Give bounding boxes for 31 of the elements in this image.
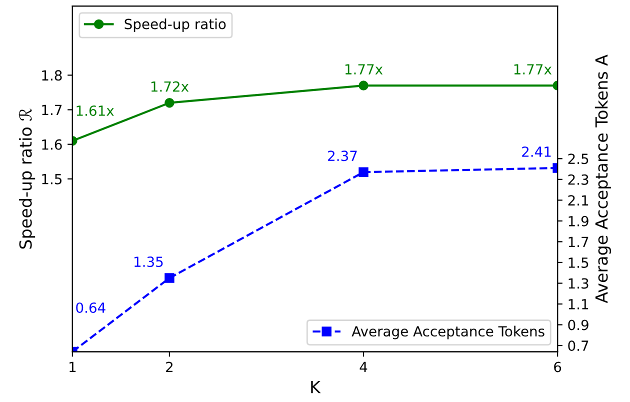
data-label: 1.72x: [151, 81, 189, 92]
y-tick-label: 1.5: [42, 174, 62, 184]
y-tick-label: 1.6: [42, 139, 62, 150]
y2-tick-label: 0.9: [568, 320, 588, 330]
x-tick-label: 1: [70, 362, 76, 372]
y2-tick-label: 1.3: [568, 278, 588, 289]
data-label: 2.41: [522, 146, 551, 157]
y2-tick-label: 0.7: [568, 340, 588, 351]
data-label: 1.35: [134, 256, 163, 268]
y2-tick-label: 2.3: [568, 174, 588, 185]
data-label: 0.64: [76, 302, 106, 313]
y2-tick-label: 1.1: [568, 299, 588, 310]
y2-axis-title: Average Acceptance Tokens A: [594, 54, 612, 304]
legend-label: Average Acceptance Tokens: [352, 326, 544, 340]
y2-tick-label: 2.5: [568, 154, 588, 164]
y-tick-label: 1.8: [42, 70, 62, 81]
x-tick-label: 6: [554, 362, 562, 372]
data-label: 1.77x: [345, 64, 383, 74]
y2-tick-label: 2.1: [568, 195, 588, 206]
legend-label: Speed-up ratio: [124, 18, 226, 32]
y2-tick-label: 1.5: [568, 258, 588, 268]
y2-tick-label: 1.7: [568, 236, 588, 247]
data-label: 1.77x: [514, 64, 552, 74]
y-axis-title: Speed-up ratio ℛ: [18, 108, 36, 249]
data-label: 1.61x: [76, 105, 114, 116]
x-tick-label: 2: [166, 362, 172, 372]
x-tick-label: 4: [360, 362, 368, 372]
data-label: 2.37: [328, 150, 357, 162]
y2-tick-label: 1.9: [568, 216, 588, 226]
y-tick-label: 1.7: [42, 104, 62, 116]
x-axis-title: K: [311, 380, 321, 394]
